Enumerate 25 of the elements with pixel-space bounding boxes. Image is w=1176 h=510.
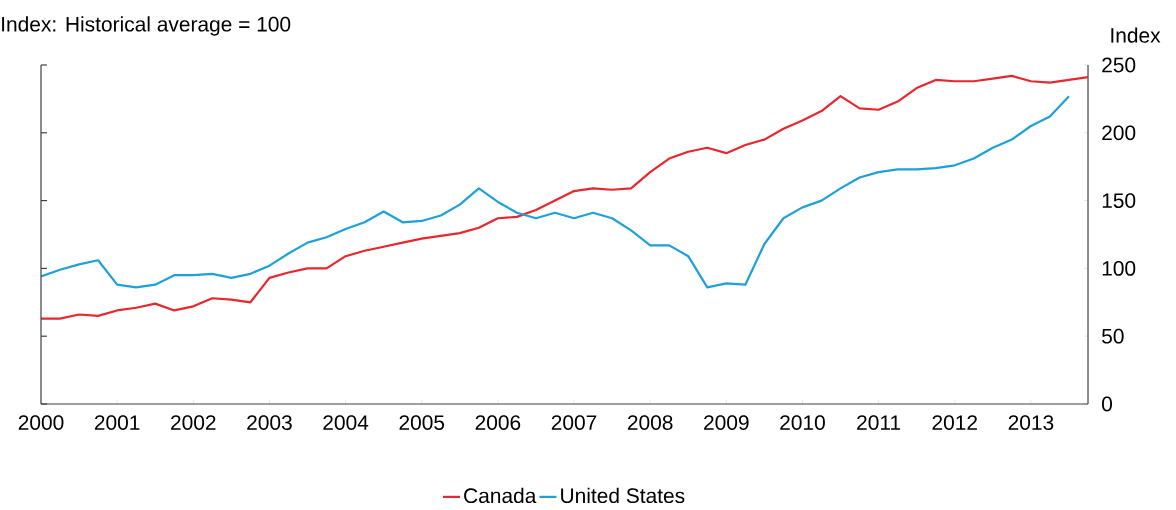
x-tick-label: 2004 [323, 415, 369, 430]
x-tick-label: 2009 [704, 415, 749, 430]
chart-subtitle: Index: Historical average = 100 [2, 16, 291, 36]
x-tick-label: 2003 [247, 415, 292, 430]
x-tick-label: 2012 [932, 415, 977, 430]
x-tick-label: 2011 [857, 415, 901, 430]
y-tick-label: 0 [1102, 396, 1112, 412]
y-tick-label: 150 [1102, 193, 1136, 208]
x-tick-label: 2001 [94, 415, 140, 430]
y-axis-title: Index [1111, 27, 1161, 43]
x-tick-label: 2005 [399, 415, 445, 430]
legend-label: United States [561, 487, 685, 504]
legend-label: Canada [464, 487, 537, 504]
x-tick-label: 2013 [1008, 415, 1054, 430]
x-tick-label: 2006 [475, 415, 521, 430]
x-tick-label: 2000 [18, 415, 64, 430]
y-tick-label: 100 [1102, 260, 1136, 276]
x-tick-label: 2010 [780, 415, 825, 430]
y-tick-label: 250 [1102, 57, 1136, 73]
x-tick-label: 2002 [171, 415, 216, 430]
x-tick-label: 2007 [551, 415, 597, 430]
x-tick-label: 2008 [627, 415, 673, 430]
y-tick-label: 200 [1102, 125, 1136, 141]
y-tick-label: 50 [1102, 328, 1124, 344]
line-series [41, 95, 1071, 289]
